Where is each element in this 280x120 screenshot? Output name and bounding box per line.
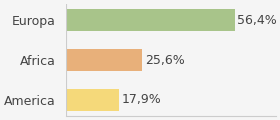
Bar xyxy=(66,89,119,111)
Text: 17,9%: 17,9% xyxy=(122,93,162,106)
Bar xyxy=(66,9,235,31)
Bar xyxy=(66,49,143,71)
Text: 25,6%: 25,6% xyxy=(145,54,185,66)
Text: 56,4%: 56,4% xyxy=(237,14,277,27)
